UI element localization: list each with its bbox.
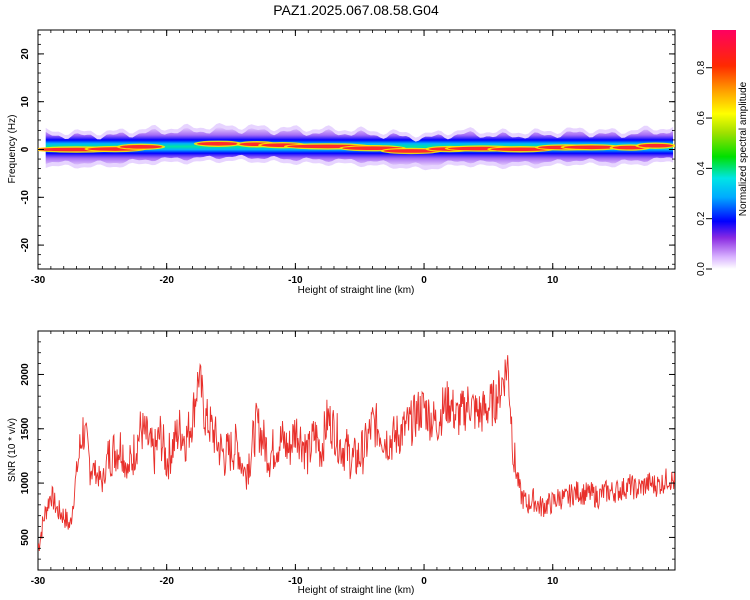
- snr-x-tick-label: 10: [547, 576, 559, 587]
- snr-plot-area: [37, 330, 676, 571]
- snr-x-axis-label: Height of straight line (km): [298, 585, 415, 596]
- snr-x-tick-label: 0: [421, 576, 427, 587]
- spec-y-tick-label: -20: [20, 237, 31, 252]
- spectrogram-x-ticks: -30 -20 -10 0 10: [31, 30, 669, 286]
- colorbar-tick-label: 0.8: [696, 60, 707, 74]
- spectrogram-hotspot: [638, 143, 674, 148]
- spectrogram-hotspot: [119, 144, 163, 149]
- figure-title: PAZ1.2025.067.08.58.G04: [273, 2, 439, 18]
- snr-x-ticks: -30 -20 -10 0 10: [31, 331, 669, 587]
- spectrogram-hotspot: [563, 145, 620, 150]
- spec-y-tick-label: 20: [20, 48, 31, 60]
- colorbar-tick-label: 0.2: [696, 211, 707, 225]
- spectrogram-hotspot: [490, 147, 551, 152]
- spectrogram-hotspot: [196, 141, 240, 146]
- spec-y-tick-label: 0: [20, 146, 31, 152]
- colorbar-tick-label: 0.6: [696, 111, 707, 125]
- spectrogram-panel: 20 10 0 -10 -20 -30 -20 -10 0 10 Height of strai…: [7, 29, 676, 296]
- colorbar-tick-label: 0.0: [696, 262, 707, 276]
- snr-x-tick-label: -10: [288, 576, 303, 587]
- snr-y-tick-label: 2000: [20, 363, 31, 386]
- spectrogram-heatmap: [38, 122, 675, 171]
- snr-y-axis-label: SNR (10 * v/v): [7, 418, 18, 482]
- snr-x-tick-label: -20: [159, 576, 174, 587]
- spectrogram-hotspot: [383, 149, 439, 153]
- spec-y-tick-label: 10: [20, 96, 31, 108]
- snr-y-tick-label: 1500: [20, 417, 31, 440]
- spec-y-tick-label: -10: [20, 190, 31, 205]
- spec-x-tick-label: -30: [31, 275, 46, 286]
- snr-x-tick-label: -30: [31, 576, 46, 587]
- spec-x-tick-label: 0: [421, 275, 427, 286]
- snr-series-line: [38, 355, 675, 551]
- colorbar-tick-label: 0.4: [696, 161, 707, 175]
- spectrogram-y-axis-label: Frequency (Hz): [7, 115, 18, 184]
- spectrogram-y-ticks: 20 10 0 -10 -20: [20, 34, 675, 265]
- spectrogram-x-axis-label: Height of straight line (km): [298, 285, 415, 296]
- snr-y-ticks: 2000 1500 1000 500: [20, 330, 675, 571]
- spec-x-tick-label: 10: [547, 275, 559, 286]
- colorbar: 0.0 0.2 0.4 0.6 0.8 Normalized spectral ampl…: [696, 30, 749, 276]
- snr-panel: 2000 1500 1000 500 -30 -20 -10 0 10 Height of s…: [7, 330, 676, 596]
- spec-x-tick-label: -10: [288, 275, 303, 286]
- colorbar-gradient: [712, 30, 736, 269]
- colorbar-ticks: 0.0 0.2 0.4 0.6 0.8: [696, 60, 712, 276]
- colorbar-label: Normalized spectral amplitude: [738, 81, 749, 216]
- spec-x-tick-label: -20: [159, 275, 174, 286]
- snr-y-tick-label: 1000: [20, 472, 31, 495]
- snr-y-tick-label: 500: [20, 529, 31, 546]
